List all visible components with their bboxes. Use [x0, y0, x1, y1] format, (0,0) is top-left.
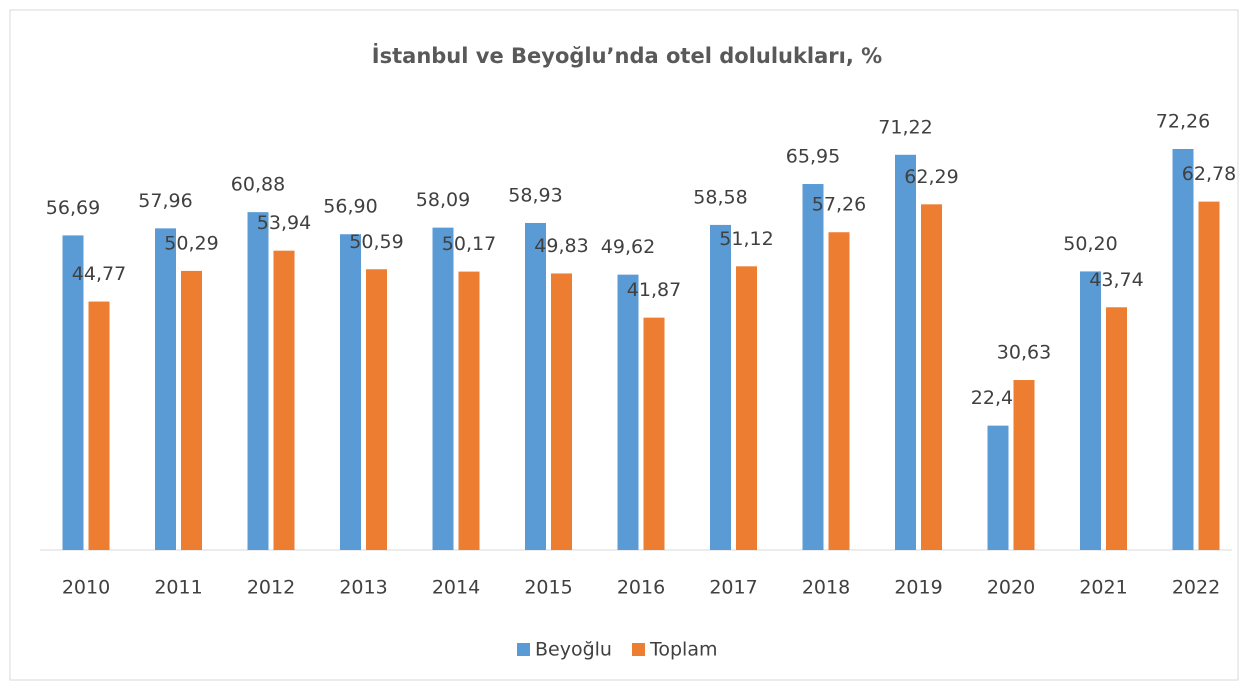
data-label: 72,26: [1156, 111, 1210, 133]
data-label: 62,29: [904, 166, 958, 188]
legend-swatch: [517, 643, 530, 656]
bar: [551, 273, 572, 550]
legend-swatch: [631, 643, 645, 656]
data-label: 44,77: [72, 263, 126, 285]
bar: [366, 269, 387, 550]
bar: [736, 266, 757, 550]
bar: [155, 228, 176, 550]
bar: [643, 317, 665, 550]
x-tick-label: 2013: [339, 577, 387, 599]
x-tick-label: 2011: [154, 577, 202, 599]
x-tick-label: 2014: [432, 577, 480, 599]
data-label: 62,78: [1182, 163, 1236, 185]
x-tick-label: 2016: [617, 577, 665, 599]
bar: [1106, 307, 1127, 550]
bar: [895, 154, 916, 551]
bar: [458, 271, 480, 550]
bar: [273, 250, 295, 550]
bar: [181, 270, 202, 550]
x-tick-label: 2018: [802, 577, 850, 599]
bar: [1198, 201, 1220, 551]
data-label: 60,88: [231, 174, 285, 196]
bar: [62, 235, 84, 550]
data-label: 49,62: [601, 236, 655, 258]
data-label: 50,20: [1063, 233, 1117, 255]
bar: [921, 204, 942, 550]
bar: [828, 232, 850, 550]
data-label: 57,26: [812, 194, 866, 216]
bar: [987, 425, 1009, 550]
data-label: 56,90: [323, 196, 377, 218]
data-label: 22,41: [971, 387, 1025, 409]
chart-title: İstanbul ve Beyoğlu’nda otel dolulukları…: [372, 43, 882, 68]
data-label: 56,69: [46, 197, 100, 219]
x-tick-label: 2015: [524, 577, 572, 599]
bar: [88, 301, 110, 550]
x-tick-label: 2019: [894, 577, 942, 599]
data-label: 71,22: [878, 116, 932, 138]
bar: [1080, 271, 1101, 550]
x-tick-label: 2021: [1079, 577, 1127, 599]
legend-label: Beyoğlu: [535, 639, 612, 661]
data-label: 57,96: [138, 190, 192, 212]
bar: [525, 222, 546, 550]
x-tick-label: 2022: [1172, 577, 1220, 599]
data-label: 58,58: [693, 186, 747, 208]
legend-label: Toplam: [649, 639, 718, 661]
x-tick-label: 2012: [247, 577, 295, 599]
data-label: 50,29: [164, 232, 218, 254]
data-label: 53,94: [257, 212, 311, 234]
data-label: 30,63: [997, 342, 1051, 364]
bar: [802, 184, 824, 551]
bar: [1013, 380, 1035, 550]
data-label: 43,74: [1089, 269, 1143, 291]
x-tick-label: 2010: [62, 577, 110, 599]
bar: [247, 212, 269, 550]
data-label: 51,12: [719, 228, 773, 250]
data-label: 58,09: [416, 189, 470, 211]
x-tick-label: 2020: [987, 577, 1035, 599]
data-label: 41,87: [627, 279, 681, 301]
data-label: 65,95: [786, 146, 840, 168]
data-label: 58,93: [508, 184, 562, 206]
bar: [340, 234, 361, 550]
bar: [432, 227, 454, 550]
data-label: 50,17: [442, 233, 496, 255]
bar: [1172, 149, 1194, 550]
bar: [617, 274, 639, 550]
x-tick-label: 2017: [709, 577, 757, 599]
data-label: 49,83: [534, 235, 588, 257]
data-label: 50,59: [349, 231, 403, 253]
bar: [710, 224, 731, 550]
